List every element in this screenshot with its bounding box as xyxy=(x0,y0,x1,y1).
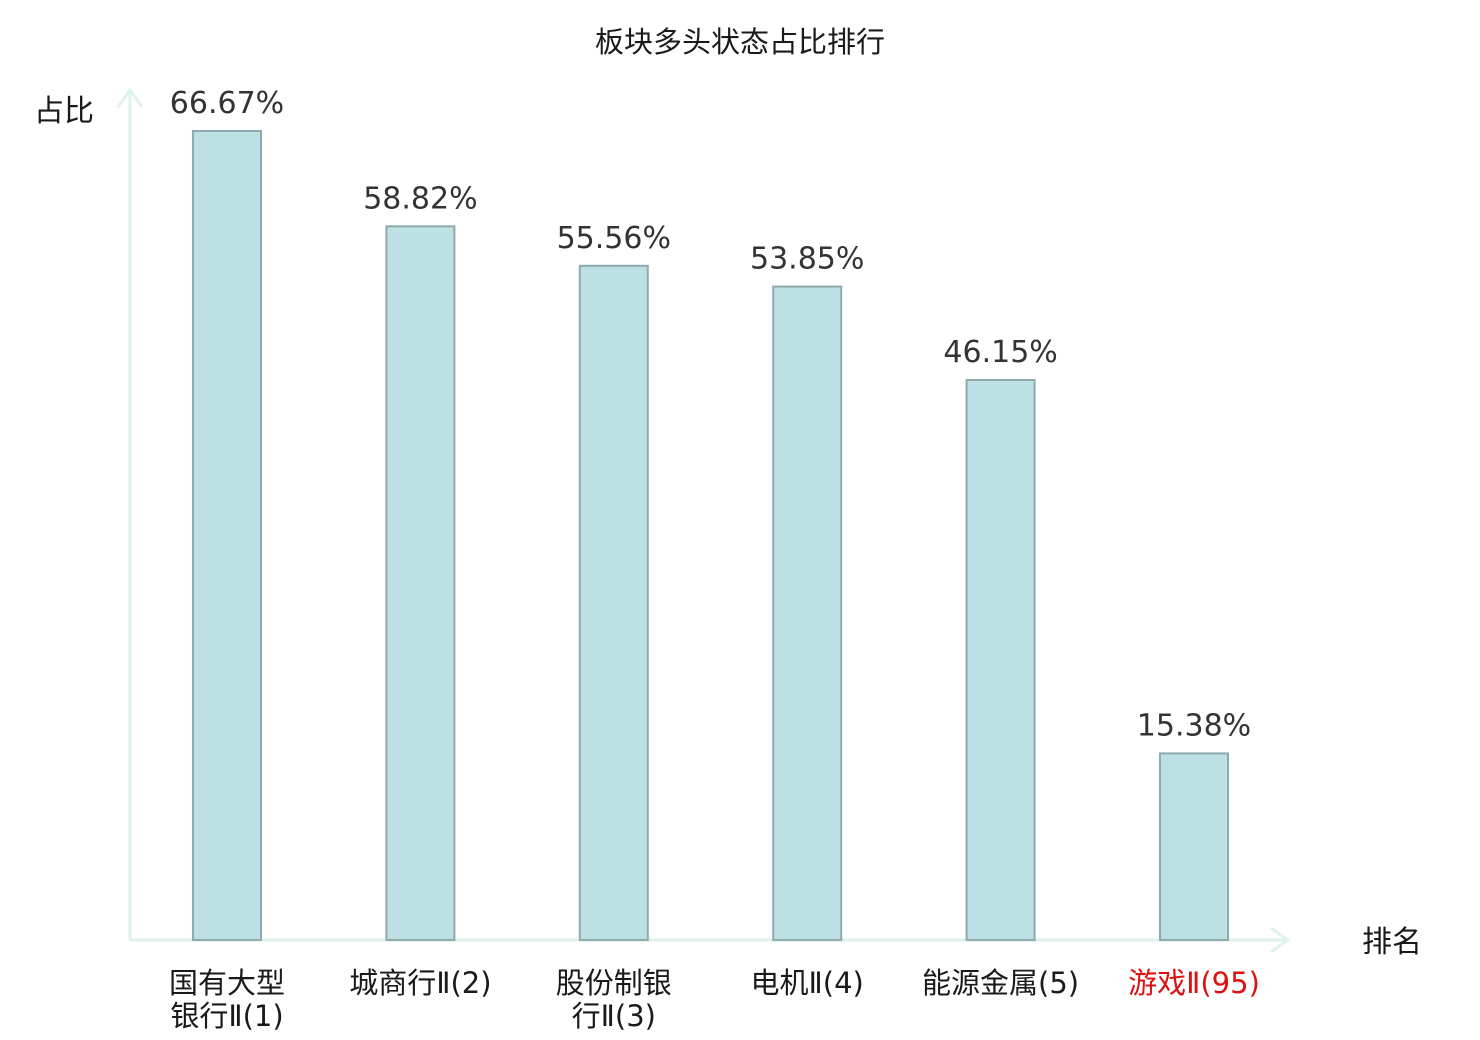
bar-3 xyxy=(578,264,649,941)
bar-6 xyxy=(1159,752,1229,942)
bar-2 xyxy=(385,225,456,942)
category-label-line: 电机Ⅱ(4) xyxy=(751,966,864,1000)
category-label-2: 城商行Ⅱ(2) xyxy=(349,966,491,1000)
x-axis xyxy=(130,926,1291,954)
category-label-line: 游戏Ⅱ(95) xyxy=(1128,966,1260,1000)
category-label-5: 能源金属(5) xyxy=(922,966,1079,1000)
category-label-line: 行Ⅱ(3) xyxy=(572,999,656,1033)
bar-5 xyxy=(965,379,1036,941)
category-label-4: 电机Ⅱ(4) xyxy=(751,966,864,1000)
category-label-line: 能源金属(5) xyxy=(922,966,1079,1000)
bars-group xyxy=(192,130,1229,942)
value-label-1: 66.67% xyxy=(170,86,284,121)
value-label-5: 46.15% xyxy=(943,335,1057,370)
category-label-line: 城商行Ⅱ(2) xyxy=(349,966,491,1000)
y-axis-arrow xyxy=(116,87,144,108)
x-axis-arrow xyxy=(1270,926,1291,954)
bar-4 xyxy=(772,285,843,942)
category-label-1: 国有大型银行Ⅱ(1) xyxy=(169,966,285,1033)
category-label-line: 股份制银 xyxy=(556,966,672,1000)
bar-1 xyxy=(192,130,262,941)
value-labels-group: 66.67% 58.82% 55.56% 53.85% 46.15% 15.38% xyxy=(170,86,1251,743)
y-axis-label: 占比 xyxy=(34,94,94,129)
category-label-line: 银行Ⅱ(1) xyxy=(170,999,283,1033)
value-label-2: 58.82% xyxy=(363,181,477,216)
value-label-6: 15.38% xyxy=(1137,708,1251,743)
chart-title: 板块多头状态占比排行 xyxy=(595,25,885,59)
x-axis-label: 排名 xyxy=(1362,925,1422,960)
y-axis xyxy=(116,87,144,940)
category-label-line: 国有大型 xyxy=(169,966,285,1000)
value-label-4: 53.85% xyxy=(750,242,864,277)
category-label-6: 游戏Ⅱ(95) xyxy=(1128,966,1260,1000)
value-label-3: 55.56% xyxy=(557,221,671,256)
category-labels-group: 国有大型银行Ⅱ(1) 城商行Ⅱ(2) 股份制银行Ⅱ(3) 电机Ⅱ(4) 能源金属(5) 游… xyxy=(169,966,1260,1033)
category-label-3: 股份制银行Ⅱ(3) xyxy=(556,966,672,1033)
